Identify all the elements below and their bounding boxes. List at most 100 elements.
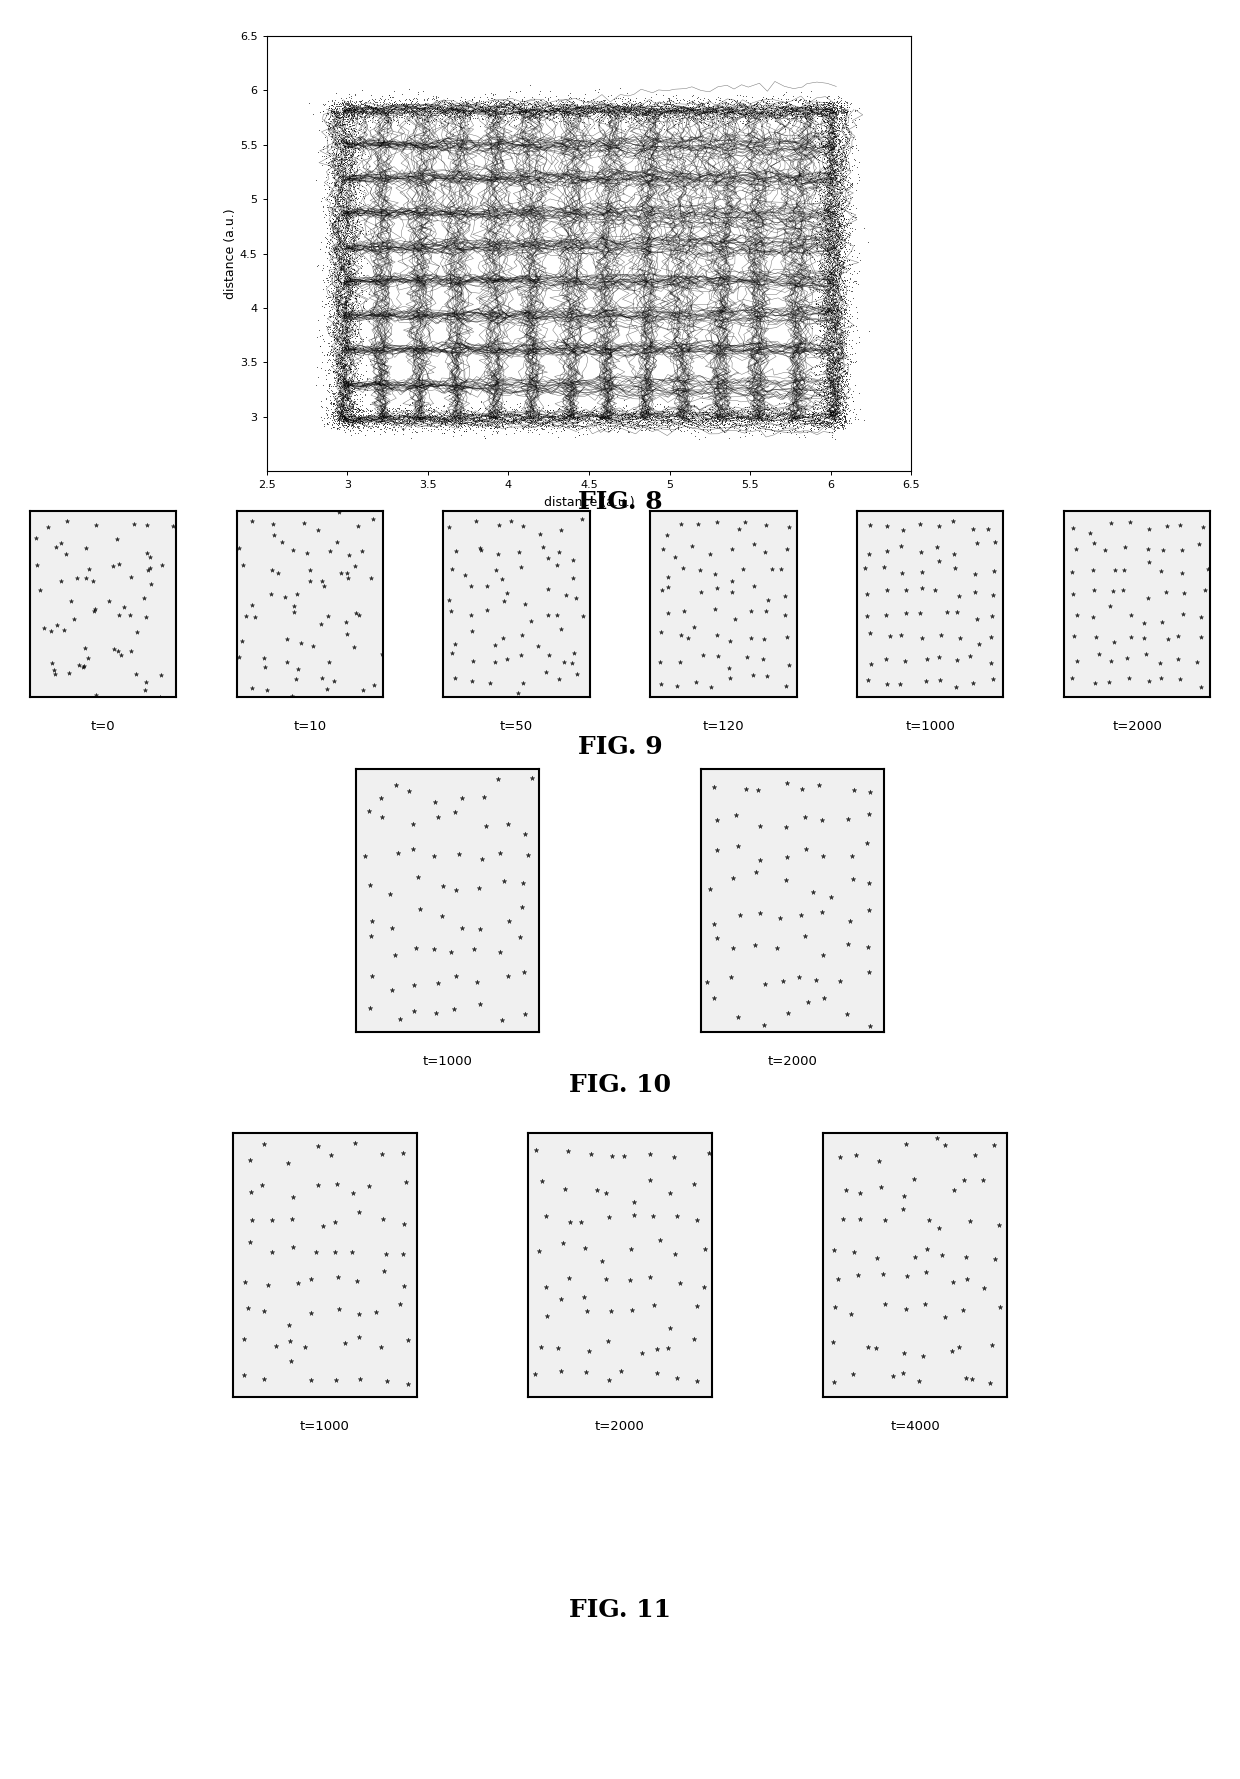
- Point: [316, 361, 336, 390]
- Point: [711, 85, 730, 114]
- Point: [837, 372, 857, 400]
- Point: [347, 148, 367, 176]
- Point: [465, 93, 485, 121]
- Point: [827, 411, 847, 439]
- Point: [841, 192, 861, 221]
- Point: [494, 93, 513, 121]
- Point: [472, 406, 492, 434]
- Point: [522, 93, 542, 121]
- Point: [487, 100, 507, 128]
- Point: [423, 406, 443, 434]
- Point: [339, 141, 358, 169]
- Point: [461, 397, 481, 425]
- Point: [807, 91, 827, 119]
- Point: [825, 206, 844, 235]
- Point: [610, 75, 630, 103]
- Point: [520, 94, 539, 123]
- Point: [321, 107, 341, 135]
- Point: [331, 400, 351, 429]
- Point: [386, 397, 405, 425]
- Point: [532, 98, 552, 126]
- Point: [362, 93, 382, 121]
- Point: [321, 98, 341, 126]
- Point: [823, 98, 843, 126]
- Point: [325, 157, 345, 185]
- Point: [806, 174, 826, 203]
- Point: [797, 398, 817, 427]
- Point: [332, 173, 352, 201]
- Point: [475, 94, 495, 123]
- Point: [753, 94, 773, 123]
- Point: [573, 93, 593, 121]
- Point: [556, 400, 575, 429]
- Point: [326, 350, 346, 379]
- Point: [551, 406, 570, 434]
- Point: [815, 226, 835, 254]
- Point: [334, 213, 353, 242]
- Point: [750, 402, 770, 431]
- Point: [817, 89, 837, 117]
- Point: [821, 315, 841, 343]
- Point: [325, 169, 345, 197]
- Point: [735, 393, 755, 422]
- Point: [335, 1329, 355, 1357]
- Point: [567, 397, 587, 425]
- Point: [526, 98, 546, 126]
- Point: [471, 93, 491, 121]
- Point: [821, 411, 841, 439]
- Point: [737, 418, 756, 447]
- Point: [321, 181, 341, 210]
- Point: [336, 292, 356, 320]
- Point: [350, 101, 370, 130]
- Point: [816, 155, 836, 183]
- Point: [334, 352, 353, 381]
- Point: [744, 100, 764, 128]
- Point: [350, 397, 370, 425]
- Point: [427, 94, 446, 123]
- Point: [684, 406, 704, 434]
- Point: [332, 297, 352, 326]
- Point: [813, 144, 833, 173]
- Point: [828, 208, 848, 237]
- Point: [343, 100, 363, 128]
- Point: [331, 96, 351, 125]
- Point: [826, 210, 846, 238]
- Point: [825, 395, 844, 423]
- Point: [709, 404, 729, 432]
- Point: [782, 98, 802, 126]
- Point: [401, 87, 420, 116]
- Point: [818, 171, 838, 199]
- Point: [820, 345, 839, 374]
- Point: [489, 765, 508, 793]
- Point: [880, 621, 900, 649]
- Point: [327, 349, 347, 377]
- Point: [326, 409, 346, 438]
- Point: [352, 388, 372, 416]
- Point: [831, 149, 851, 178]
- Point: [312, 133, 332, 162]
- Point: [329, 290, 348, 318]
- Point: [481, 398, 501, 427]
- Point: [548, 402, 568, 431]
- Point: [719, 85, 739, 114]
- Point: [811, 130, 831, 158]
- Point: [818, 215, 838, 244]
- Point: [498, 82, 518, 110]
- Point: [401, 397, 420, 425]
- Point: [825, 128, 844, 157]
- Point: [709, 397, 729, 425]
- Point: [825, 208, 844, 237]
- Point: [481, 107, 501, 135]
- Point: [336, 141, 356, 169]
- Point: [784, 402, 804, 431]
- Point: [378, 398, 398, 427]
- Point: [821, 347, 841, 375]
- Point: [336, 283, 356, 311]
- Point: [831, 329, 851, 358]
- Point: [827, 326, 847, 354]
- Point: [420, 91, 440, 119]
- Point: [828, 349, 848, 377]
- Point: [808, 180, 828, 208]
- Point: [343, 306, 363, 334]
- Point: [822, 322, 842, 350]
